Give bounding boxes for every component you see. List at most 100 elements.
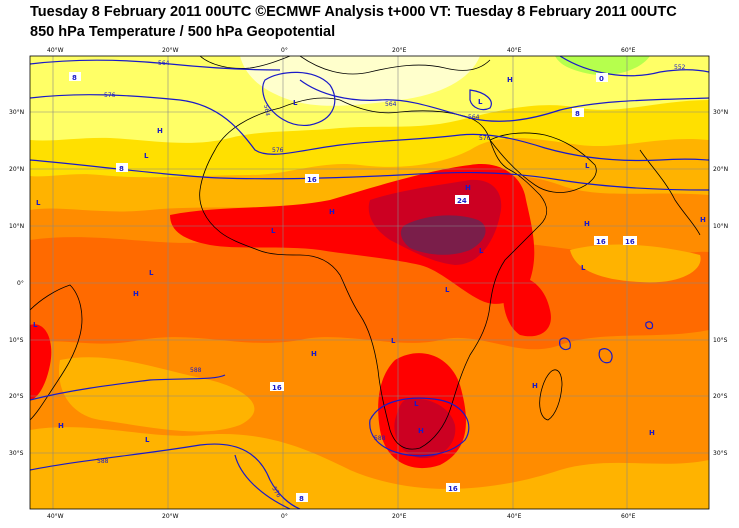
svg-text:16: 16 [272, 384, 282, 392]
contour-552 [559, 56, 709, 77]
contour-588-e [559, 337, 571, 351]
svg-text:24: 24 [457, 197, 467, 205]
geopotential-label-group: 564 576 564 564 576 564 552 576 588 588 … [97, 60, 686, 499]
mediterranean-coast [299, 56, 491, 75]
lon-tick: 20°E [392, 47, 407, 54]
pressure-centre: L [144, 152, 149, 160]
pressure-centre: L [585, 162, 590, 170]
madagascar-coast [539, 369, 563, 421]
pressure-centre: L [479, 247, 484, 255]
lon-tick: 40°E [507, 47, 522, 54]
lon-tick: 0° [281, 47, 288, 54]
pressure-centre: H [532, 382, 538, 390]
pressure-centre: L [145, 436, 150, 444]
pressure-centre: H [157, 127, 163, 135]
pressure-centre: L [478, 98, 483, 106]
svg-text:16: 16 [307, 176, 317, 184]
lon-tick: 40°E [507, 513, 522, 520]
geopotential-label: 588 [97, 458, 109, 465]
pressure-centre: H [329, 208, 335, 216]
pressure-centre: L [445, 286, 450, 294]
lat-tick: 20°S [713, 393, 728, 400]
temp-band-12-south [30, 427, 709, 509]
svg-text:16: 16 [625, 238, 635, 246]
lat-tick: 10°N [713, 223, 728, 230]
south-america-coast [30, 284, 83, 421]
contour-588-a [30, 159, 709, 191]
lon-tick: 20°E [392, 513, 407, 520]
lon-ticks-top: 40°W 20°W 0° 20°E 40°E 60°E [47, 47, 636, 54]
lat-tick: 30°S [9, 450, 24, 457]
lon-tick: 60°E [621, 47, 636, 54]
pressure-centre: L [271, 227, 276, 235]
lat-tick: 10°N [9, 223, 24, 230]
pressure-centre: L [414, 400, 419, 408]
geopotential-label: 564 [262, 104, 271, 117]
svg-text:8: 8 [299, 495, 304, 503]
lat-tick: 10°S [9, 337, 24, 344]
temp-band-green [555, 56, 650, 76]
pressure-centre: H [58, 422, 64, 430]
lon-tick: 20°W [162, 47, 179, 54]
contour-588-b [30, 374, 226, 401]
geopotential-label: 576 [479, 135, 491, 142]
pressure-centre: L [33, 321, 38, 329]
svg-text:8: 8 [119, 165, 124, 173]
temperature-label: 16 [446, 483, 460, 493]
temp-band-12-southwest [59, 357, 255, 432]
title-line-1: Tuesday 8 February 2011 00UTC ©ECMWF Ana… [30, 4, 677, 20]
lat-tick: 0° [17, 280, 24, 287]
pressure-centre: L [714, 277, 719, 285]
temperature-label: 8 [296, 493, 308, 503]
contour-576-b [469, 89, 492, 111]
lon-tick: 0° [281, 513, 288, 520]
temperature-label: 24 [455, 195, 469, 205]
geopotential-label: 588 [374, 435, 386, 442]
contour-588-f [598, 348, 613, 364]
geopotential-label: 564 [468, 114, 480, 121]
geopotential-label: 576 [270, 486, 282, 500]
lon-tick: 40°W [47, 513, 64, 520]
geopotential-label: 576 [104, 92, 116, 99]
temperature-label: 0 [596, 73, 608, 83]
lat-tick: 20°N [713, 166, 728, 173]
geopotential-label: 576 [272, 147, 284, 154]
temperature-label: 16 [623, 236, 637, 246]
pressure-centre: L [149, 269, 154, 277]
lat-ticks-right: 30°N 20°N 10°N 10°S 20°S 30°S [713, 109, 728, 457]
pressure-centre: H [133, 290, 139, 298]
pressure-centre: H [418, 427, 424, 435]
temperature-label: 16 [594, 236, 608, 246]
lon-tick: 40°W [47, 47, 64, 54]
svg-text:8: 8 [72, 74, 77, 82]
contour-588-c [30, 443, 301, 509]
temperature-label: 16 [270, 382, 284, 392]
temperature-label-group: 8 8 16 24 16 16 16 16 8 0 8 [69, 72, 637, 503]
contour-588-d [369, 397, 470, 457]
india-coast [639, 149, 701, 236]
pressure-centre: L [36, 199, 41, 207]
contour-588-g [645, 321, 654, 330]
geopotential-label: 588 [190, 367, 202, 374]
geopotential-contours [30, 56, 709, 509]
contour-564-c [262, 71, 336, 127]
pressure-centre: H [700, 216, 706, 224]
lat-tick: 20°S [9, 393, 24, 400]
temp-band-28-south [394, 398, 456, 459]
temp-band-24-horn [503, 276, 551, 337]
contour-564-b [299, 79, 709, 122]
africa-coast [199, 97, 548, 450]
temperature-label: 8 [69, 72, 81, 82]
map-frame [29, 55, 710, 510]
lat-tick: 10°S [713, 337, 728, 344]
lat-tick: 30°N [713, 109, 728, 116]
lon-tick: 60°E [621, 513, 636, 520]
svg-text:16: 16 [596, 238, 606, 246]
pressure-centre-group: L H L L H L H L H L H L L L H L H H L L … [33, 76, 719, 444]
temp-band-24-west [30, 324, 52, 400]
pressure-centre: L [293, 99, 298, 107]
temp-band-32 [400, 215, 486, 255]
geopotential-label: 564 [385, 101, 397, 108]
geopotential-label: 552 [674, 64, 686, 71]
